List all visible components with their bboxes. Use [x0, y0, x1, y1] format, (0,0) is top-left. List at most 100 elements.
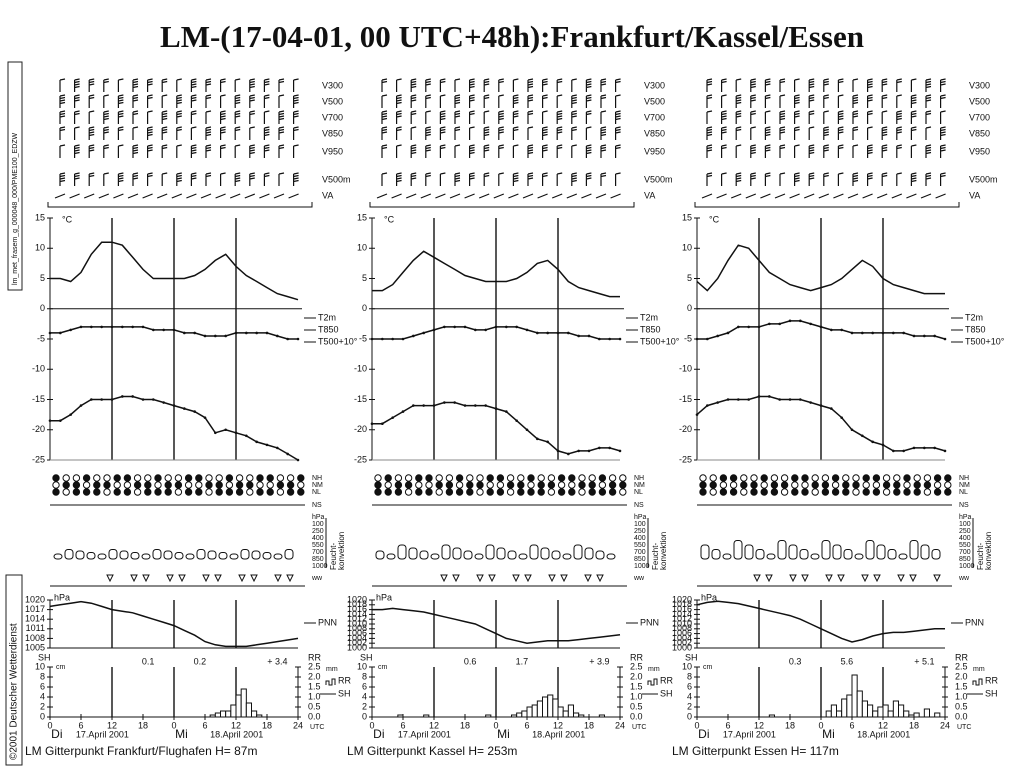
y2-tick-label: 2.5	[630, 661, 643, 671]
convection-level: 700	[312, 549, 324, 556]
weather-symbol	[274, 574, 282, 583]
wind-barb	[833, 193, 844, 199]
cloud-symbol	[225, 481, 234, 489]
wind-barb	[88, 110, 95, 124]
wind-barb	[750, 126, 756, 140]
series-point	[757, 325, 761, 329]
y-unit: °C	[709, 214, 720, 224]
cloud-symbol	[801, 481, 809, 489]
wind-barb	[425, 144, 431, 158]
cloud-symbol	[821, 474, 830, 482]
legend-label: RR	[660, 675, 673, 685]
series-point	[587, 334, 591, 338]
wind-barb	[881, 126, 888, 140]
convection-title: Feucht-	[651, 543, 660, 570]
series-point	[923, 446, 926, 450]
wind-barb	[493, 193, 505, 199]
y2-tick-label: 1.0	[308, 691, 321, 701]
y2-tick-label: 1.0	[955, 691, 968, 701]
wind-barb	[147, 172, 153, 186]
wind-barb	[263, 144, 270, 158]
wind-level-label: V700	[644, 112, 665, 122]
y-tick-label: 1020	[25, 594, 45, 604]
weather-symbol	[238, 574, 246, 583]
wind-barb	[794, 78, 800, 92]
weather-symbol	[512, 574, 520, 583]
cloud-symbol	[831, 474, 840, 482]
wind-barb	[132, 172, 139, 186]
wind-barb	[566, 193, 578, 199]
series-point	[296, 458, 300, 462]
series-point	[830, 328, 833, 332]
y-title: SH	[38, 652, 51, 662]
wind-barb	[74, 172, 80, 186]
weather-symbol	[202, 574, 210, 583]
convection-box	[75, 550, 85, 560]
wind-barb	[425, 126, 431, 140]
series-point	[110, 325, 114, 329]
series-point	[255, 440, 258, 444]
wind-barb	[571, 172, 577, 186]
cloud-symbol	[113, 488, 121, 496]
wind-level-label: VA	[322, 190, 333, 200]
wind-barb	[808, 78, 815, 92]
convection-level: 400	[634, 535, 646, 542]
cloud-symbol	[133, 474, 142, 482]
weather-symbol	[596, 574, 604, 583]
convection-box	[507, 550, 517, 560]
cloud-symbol	[913, 474, 921, 482]
wind-level-label: VA	[644, 190, 655, 200]
cloud-symbol	[374, 474, 382, 482]
series-point	[830, 407, 833, 410]
convection-box	[540, 547, 550, 560]
convection-box	[130, 552, 140, 560]
wind-barb	[483, 94, 490, 108]
wind-barb	[249, 78, 255, 92]
y-tick-label: 10	[35, 661, 45, 671]
precip-bar	[846, 694, 853, 718]
wind-barb	[808, 94, 815, 108]
convection-box	[196, 549, 206, 560]
cloud-symbol	[113, 474, 121, 482]
wind-barb	[706, 110, 713, 124]
wind-barb	[103, 94, 109, 108]
y-tick-label: 1014	[25, 614, 45, 624]
y-tick-label: 8	[40, 671, 45, 681]
wind-barb	[764, 94, 771, 108]
cloud-symbol	[425, 481, 433, 489]
cloud-symbol	[893, 488, 901, 496]
cloud-label: NM	[959, 482, 970, 489]
precip-total: 0.2	[194, 656, 207, 666]
wind-barb	[512, 110, 519, 124]
cloud-symbol	[466, 481, 474, 489]
y2-tick-label: 1.5	[955, 681, 968, 691]
cloud-symbol	[527, 481, 535, 489]
cloud-symbol	[923, 474, 932, 482]
wind-barb	[117, 78, 124, 92]
wind-barb	[59, 110, 66, 124]
wind-barb	[527, 78, 534, 92]
wind-barb	[147, 94, 153, 108]
cloud-label: NL	[312, 489, 321, 496]
wind-barb	[205, 144, 212, 158]
series-point	[494, 325, 498, 329]
convection-box	[722, 553, 732, 560]
cloud-symbol	[568, 488, 576, 496]
wind-barb	[293, 172, 299, 186]
cloud-symbol	[729, 474, 738, 482]
cloud-symbol	[780, 474, 789, 482]
convection-box	[898, 553, 908, 560]
wind-barb	[498, 126, 504, 140]
weather-symbol	[524, 574, 532, 583]
series-point	[608, 446, 611, 450]
x-tick-label: 12	[553, 720, 563, 730]
series-point	[381, 337, 384, 341]
cloud-symbol	[547, 488, 556, 496]
convection-level: 850	[312, 556, 324, 563]
cloud-symbol	[72, 488, 81, 496]
precip-bar	[898, 704, 905, 718]
wind-barb	[615, 144, 621, 158]
x-tick-label: 6	[849, 720, 854, 730]
convection-box	[799, 549, 809, 560]
cloud-symbol	[297, 481, 305, 489]
